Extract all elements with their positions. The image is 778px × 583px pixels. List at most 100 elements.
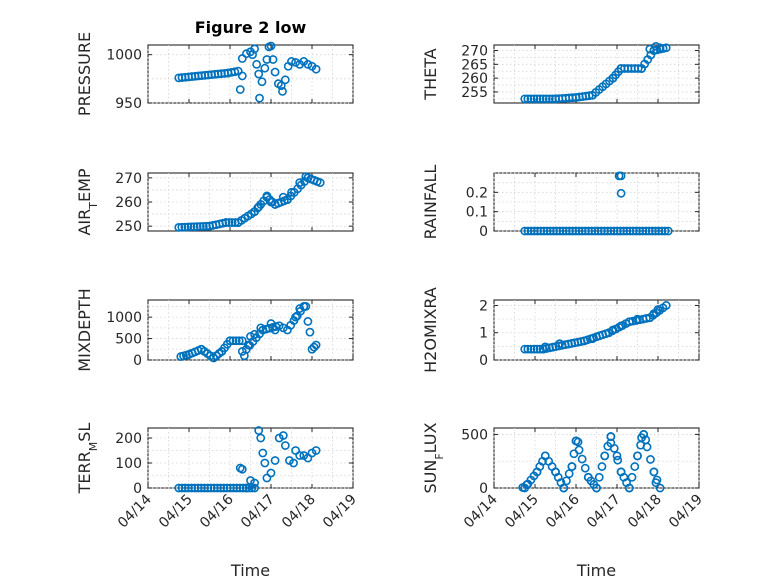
data-point	[174, 222, 184, 232]
data-point	[608, 325, 618, 335]
data-point	[522, 480, 532, 490]
y-tick-label: 950	[115, 96, 142, 112]
y-tick-label: 270	[461, 44, 488, 60]
data-point	[545, 226, 555, 236]
data-point	[627, 472, 637, 482]
data-point	[646, 455, 655, 464]
data-point	[305, 327, 315, 337]
data-point	[241, 483, 251, 493]
data-point	[280, 441, 290, 450]
data-point	[651, 226, 660, 236]
data-point	[266, 319, 276, 328]
data-point	[532, 344, 542, 354]
data-point	[653, 305, 663, 314]
data-point	[260, 63, 270, 73]
data-point	[239, 351, 249, 361]
data-point	[663, 226, 673, 236]
data-point	[266, 468, 276, 478]
subplot-mixdepth: 0 500 1000 MIXDEPTH	[75, 288, 354, 372]
data-point	[573, 437, 583, 447]
y-tick-label: 255	[461, 85, 488, 101]
data-point	[301, 302, 311, 311]
data-point	[584, 91, 594, 101]
x-tick-label: 04/16	[197, 491, 237, 531]
x-tick-label: 04/17	[238, 492, 278, 532]
y-axis-label: TERRMSL	[75, 423, 100, 495]
data-point	[600, 451, 610, 461]
y-tick-label: 0	[479, 224, 488, 240]
data-point	[630, 462, 640, 471]
data-series-terr-msl	[174, 426, 321, 493]
data-point	[234, 336, 244, 346]
data-point	[571, 226, 581, 236]
data-point	[280, 75, 290, 85]
data-point	[221, 218, 231, 227]
y-tick-label: 0	[133, 353, 142, 369]
data-series-rainfall	[520, 171, 673, 236]
data-point	[303, 59, 313, 69]
chart-title: Figure 2 low	[195, 18, 307, 37]
data-point	[594, 472, 604, 482]
data-point	[574, 226, 584, 236]
data-point	[588, 334, 597, 344]
data-point	[587, 226, 597, 236]
data-point	[237, 347, 247, 356]
data-point	[289, 458, 298, 468]
data-point	[529, 226, 539, 236]
data-point	[555, 339, 564, 349]
data-point	[254, 426, 264, 435]
data-point	[538, 94, 548, 104]
data-point	[278, 192, 288, 202]
data-point	[584, 226, 593, 236]
data-point	[535, 94, 545, 104]
y-axis-label: RAINFALL	[421, 165, 440, 240]
data-point	[309, 342, 319, 352]
data-point	[266, 41, 276, 51]
data-point	[520, 94, 530, 104]
data-point	[661, 43, 671, 53]
y-tick-label: 260	[461, 71, 488, 87]
data-series-pressure	[174, 41, 321, 103]
data-point	[256, 433, 266, 443]
data-point	[523, 94, 533, 104]
data-point	[270, 67, 280, 77]
data-point	[651, 478, 661, 488]
data-point	[523, 226, 533, 236]
y-axis-label: PRESSURE	[75, 32, 94, 116]
data-point	[228, 336, 238, 346]
data-point	[533, 226, 542, 236]
data-point	[309, 175, 319, 185]
data-point	[641, 314, 651, 323]
data-series-air-temp	[174, 172, 325, 232]
data-point	[237, 464, 247, 474]
data-point	[612, 226, 622, 236]
subplot-sun-flux: 04/14 04/15 04/16 04/17 04/18 04/19 0 500 SUNFLU…	[421, 422, 706, 580]
data-point	[183, 222, 193, 232]
data-point	[660, 226, 670, 236]
subplot-terr-msl: 04/14 04/15 04/16 04/17 04/18 04/19 0 100 200 TER…	[75, 423, 360, 580]
data-point	[600, 226, 609, 236]
data-series-sun-flux	[518, 430, 665, 493]
x-tick-label: 04/16	[543, 491, 583, 531]
x-tick-label: 04/14	[461, 491, 501, 531]
data-point	[655, 43, 665, 53]
x-tick-label: 04/18	[625, 492, 665, 532]
data-point	[562, 476, 571, 486]
data-point	[564, 226, 574, 236]
y-tick-label: 0	[479, 353, 488, 369]
data-point	[262, 55, 272, 64]
data-point	[237, 71, 247, 81]
data-point	[536, 226, 546, 236]
y-tick-label: 270	[115, 171, 142, 187]
data-point	[262, 191, 272, 201]
data-point	[619, 226, 629, 236]
data-point	[559, 483, 569, 493]
data-series-mixdepth	[176, 302, 321, 363]
data-point	[564, 469, 574, 479]
data-point	[266, 197, 276, 207]
data-point	[540, 342, 550, 352]
data-point	[287, 187, 296, 197]
data-point	[661, 301, 671, 310]
x-axis-label: Time	[576, 561, 616, 580]
